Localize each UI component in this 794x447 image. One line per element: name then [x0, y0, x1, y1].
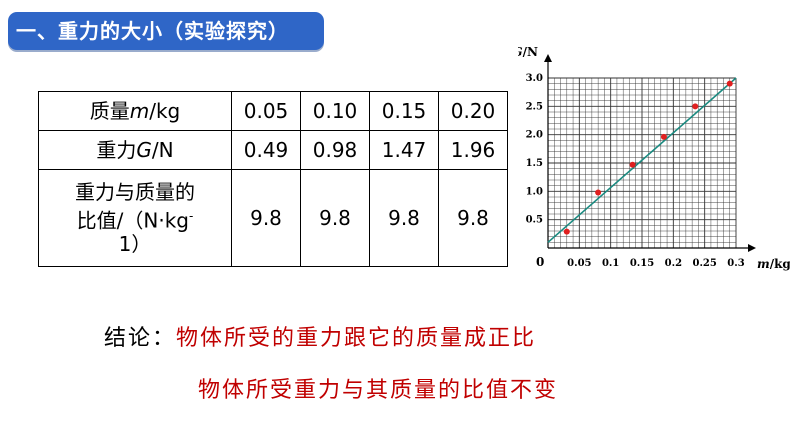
data-point — [726, 80, 733, 87]
x-tick-label: 0.3 — [727, 258, 744, 269]
x-tick-label: 0.2 — [665, 258, 682, 269]
mass-header: 质量m/kg — [38, 91, 232, 131]
y-tick-label: 2.5 — [526, 101, 543, 112]
data-point — [595, 189, 602, 196]
x-tick-label: 0.1 — [602, 258, 619, 269]
x-tick-label: 0.05 — [567, 258, 591, 269]
mass-cell: 0.20 — [438, 91, 508, 131]
table-row-ratio: 重力与质量的 比值/（N·kg- 1） 9.8 9.8 9.8 9.8 — [38, 169, 508, 267]
chart-grid — [547, 77, 737, 249]
mass-header-prefix: 质量 — [89, 99, 130, 123]
conclusion-text1: 物体所受的重力跟它的质量成正比 — [176, 326, 537, 351]
gravity-mass-chart: 0.05 0.1 0.15 0.2 0.25 0.3 0.5 1.0 1.5 2.0 2.5 3.0 0… — [518, 45, 790, 271]
x-tick-label: 0.15 — [630, 258, 654, 269]
ratio-cell: 9.8 — [231, 169, 301, 267]
table-row-mass: 质量m/kg 0.05 0.10 0.15 0.20 — [38, 91, 508, 131]
y-tick-label: 1.0 — [526, 186, 543, 197]
y-tick-label: 2.0 — [526, 130, 543, 141]
ratio-header-line1: 重力与质量的 — [75, 179, 195, 204]
y-axis-label: G/N — [518, 45, 538, 59]
mass-header-unit: /kg — [149, 99, 181, 123]
y-axis-arrow — [544, 54, 552, 62]
mass-cell: 0.05 — [231, 91, 301, 131]
origin-label: 0 — [536, 255, 544, 269]
data-point — [563, 228, 570, 235]
ratio-cell: 9.8 — [369, 169, 439, 267]
y-tick-label: 1.5 — [526, 158, 543, 169]
ratio-header: 重力与质量的 比值/（N·kg- 1） — [38, 169, 232, 267]
conclusion-line1: 结论：物体所受的重力跟它的质量成正比 — [104, 320, 536, 352]
ratio-header-sup: - — [189, 208, 194, 223]
x-axis-arrow — [748, 244, 756, 252]
ratio-cell: 9.8 — [300, 169, 370, 267]
gravity-cell: 1.96 — [438, 130, 508, 170]
section-title: 一、重力的大小（实验探究） — [8, 12, 324, 50]
ratio-header-line2: 比值/（N·kg- — [76, 208, 194, 233]
table-row-gravity: 重力G/N 0.49 0.98 1.47 1.96 — [38, 130, 508, 170]
gravity-cell: 1.47 — [369, 130, 439, 170]
x-tick-label: 0.25 — [692, 258, 716, 269]
mass-cell: 0.10 — [300, 91, 370, 131]
gravity-header-prefix: 重力 — [96, 138, 137, 162]
y-tick-label: 0.5 — [526, 215, 543, 226]
data-point — [692, 103, 699, 110]
ratio-header-line3: 1） — [118, 232, 152, 257]
ratio-cell: 9.8 — [438, 169, 508, 267]
gravity-cell: 0.49 — [231, 130, 301, 170]
conclusion-line2: 物体所受重力与其质量的比值不变 — [198, 378, 559, 403]
y-tick-label: 3.0 — [526, 73, 543, 84]
data-table: 质量m/kg 0.05 0.10 0.15 0.20 重力G/N 0.49 0.… — [38, 91, 508, 267]
data-point — [660, 133, 667, 140]
gravity-header-symbol: G — [136, 138, 152, 162]
fit-line — [547, 77, 737, 243]
mass-header-symbol: m — [129, 99, 150, 123]
gravity-cell: 0.98 — [300, 130, 370, 170]
gravity-header: 重力G/N — [38, 130, 232, 170]
gravity-header-unit: /N — [151, 138, 174, 162]
x-axis-label: m/kg — [757, 257, 790, 271]
conclusion-label: 结论： — [104, 326, 177, 351]
data-point — [629, 161, 636, 168]
mass-cell: 0.15 — [369, 91, 439, 131]
